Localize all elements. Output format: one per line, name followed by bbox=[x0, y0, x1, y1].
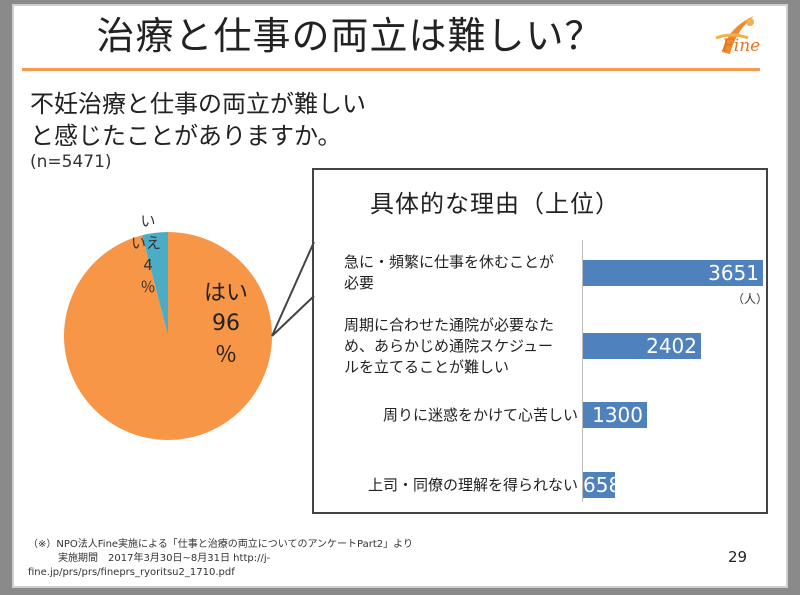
bar-category-2-line-1: 周期に合わせた通院が必要なた bbox=[344, 315, 555, 334]
question-line-1: 不妊治療と仕事の両立が難しい bbox=[30, 90, 366, 118]
bar-value-1: 3651 bbox=[708, 261, 759, 285]
bar-category-1-line-1: 急に・頻繁に仕事を休むことが bbox=[344, 253, 555, 271]
bar-axis-line bbox=[582, 240, 583, 502]
bar-category-2: 周期に合わせた通院が必要なた め、あらかじめ通院スケジュー ルを立てることが難しい bbox=[314, 315, 578, 378]
reasons-title: 具体的な理由（上位） bbox=[370, 190, 620, 218]
bar-value-2: 2402 bbox=[646, 334, 697, 358]
bar-2 bbox=[583, 333, 701, 359]
bar-category-2-line-3: ルを立てることが難しい bbox=[344, 357, 510, 376]
pie-slice-yes bbox=[63, 232, 272, 440]
footnote-line-3: fine.jp/prs/prs/fineprs_ryoritsu2_1710.p… bbox=[28, 567, 235, 578]
bar-category-1-line-2: 必要 bbox=[344, 274, 375, 292]
footnote: （※）NPO法人Fine実施による「仕事と治療の両立についてのアンケートPart… bbox=[28, 538, 413, 580]
page-number: 29 bbox=[728, 548, 748, 566]
bar-value-4: 658 bbox=[583, 473, 622, 497]
question-text: 不妊治療と仕事の両立が難しい と感じたことがありますか。 bbox=[30, 88, 366, 152]
logo-text: Fine bbox=[722, 36, 761, 56]
pie-label-yes-0: はい bbox=[204, 281, 248, 306]
callout-pointer bbox=[271, 241, 315, 337]
footnote-line-2: 実施期間 2017年3月30日~8月31日 http://j- bbox=[28, 553, 271, 564]
fine-logo-icon bbox=[715, 16, 754, 54]
bar-category-4-line-1: 上司・同僚の理解を得られない bbox=[367, 475, 578, 494]
slide-title: 治療と仕事の両立は難しい？ bbox=[96, 14, 604, 58]
footnote-line-1: （※）NPO法人Fine実施による「仕事と治療の両立についてのアンケートPart… bbox=[28, 539, 413, 550]
pie-label-no-1: いえ bbox=[131, 234, 161, 252]
bar-category-4: 上司・同僚の理解を得られない bbox=[314, 475, 578, 496]
pie-label-no-3: ％ bbox=[140, 278, 155, 296]
pie-label-no-0: い bbox=[140, 212, 155, 230]
sample-size: (n=5471) bbox=[30, 152, 112, 172]
pie-slice-no bbox=[142, 232, 168, 336]
bar-category-3: 周りに迷惑をかけて心苦しい bbox=[314, 405, 578, 426]
bar-value-3: 1300 bbox=[592, 403, 643, 427]
title-underline bbox=[22, 68, 760, 71]
bar-3 bbox=[583, 402, 647, 428]
pie-label-yes-1: 96 bbox=[212, 311, 240, 336]
question-line-2: と感じたことがありますか。 bbox=[30, 122, 342, 150]
bar-unit-label: （人） bbox=[732, 292, 769, 306]
bar-1 bbox=[583, 260, 763, 286]
bar-category-3-line-1: 周りに迷惑をかけて心苦しい bbox=[382, 405, 578, 424]
pie-label-no-2: 4 bbox=[143, 256, 153, 274]
bar-4 bbox=[583, 472, 615, 498]
bar-category-1: 急に・頻繁に仕事を休むことが 必要 bbox=[314, 252, 578, 294]
pie-label-yes-2: ％ bbox=[215, 343, 237, 368]
bar-category-2-line-2: め、あらかじめ通院スケジュー bbox=[344, 336, 553, 355]
